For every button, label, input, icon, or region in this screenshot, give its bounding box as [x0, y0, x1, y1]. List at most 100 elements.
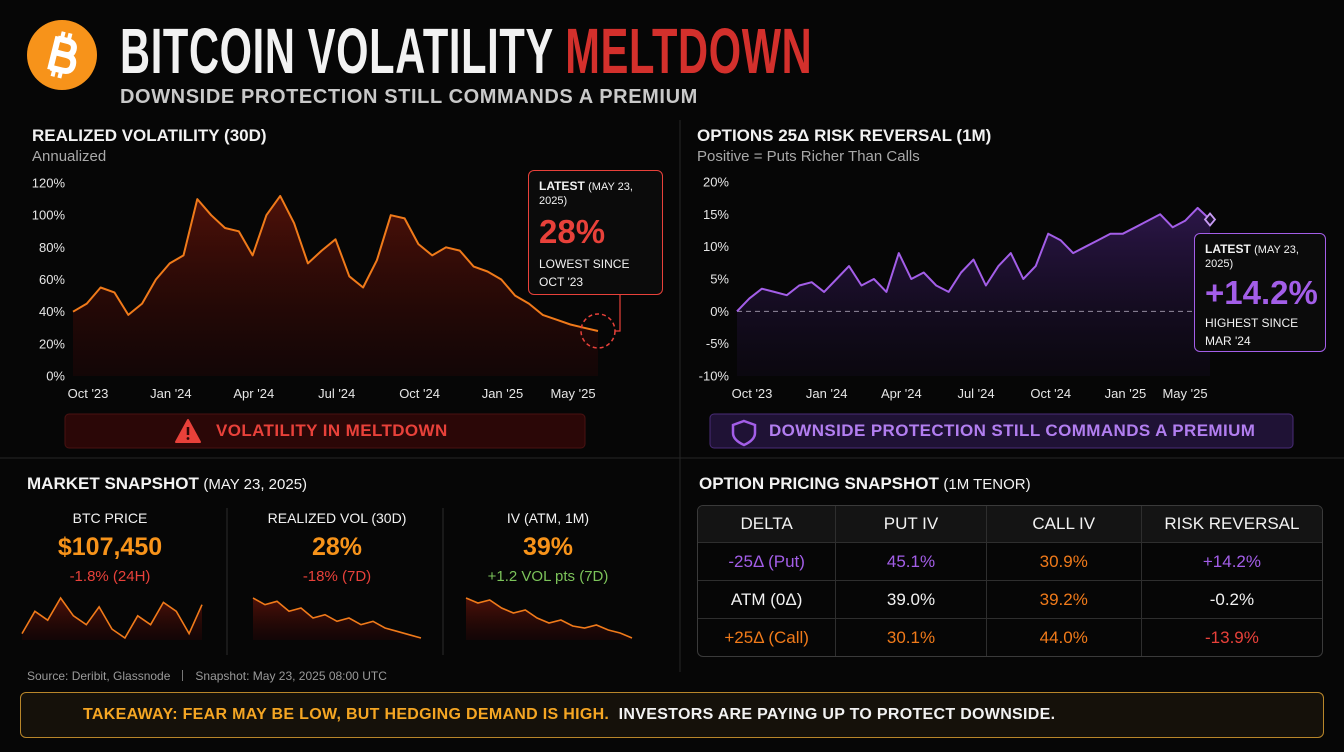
line: [736, 206, 1211, 312]
callout-date: (MAY 23, 2025): [539, 181, 633, 207]
table-cell: 39.2%: [985, 581, 1141, 618]
table-cell: -0.2%: [1140, 581, 1322, 618]
table-cell: -25Δ (Put): [728, 551, 805, 571]
callout-date: (MAY 23, 2025): [1205, 244, 1299, 270]
sparkline-area: [466, 598, 632, 640]
table-cell: ATM (0Δ): [730, 589, 803, 609]
x-tick-label: Jan '24: [806, 386, 848, 401]
card-label: IV (ATM, 1M): [506, 510, 590, 526]
takeaway-text: INVESTORS ARE PAYING UP TO PROTECT DOWNS…: [618, 706, 1056, 723]
subtitle: DOWNSIDE PROTECTION STILL COMMANDS A PRE…: [120, 86, 698, 108]
card: IV (ATM, 1M) 39% +1.2 VOL pts (7D): [448, 510, 648, 585]
area: [73, 195, 598, 376]
header-cell: DELTA: [740, 514, 793, 533]
connector: [615, 295, 621, 332]
card-value: 39%: [522, 533, 574, 561]
snapshot-time: Snapshot: May 23, 2025 08:00 UTC: [195, 669, 387, 683]
table-heading: OPTION PRICING SNAPSHOT (1M TENOR): [699, 474, 1031, 494]
x-tick-label: May '25: [550, 386, 595, 401]
table-cell: +14.2%: [1140, 543, 1322, 580]
table-cell: 30.1%: [835, 619, 985, 656]
banner-text: VOLATILITY IN MELTDOWN: [216, 421, 448, 440]
snapshot-heading: MARKET SNAPSHOT (MAY 23, 2025): [27, 474, 307, 494]
sparkline-area: [22, 598, 202, 640]
snapshot-title: MARKET SNAPSHOT: [27, 474, 199, 493]
table-row: +25Δ (Call) 30.1% 44.0% -13.9%: [698, 618, 1322, 656]
x-tick-label: Apr '24: [881, 386, 922, 401]
x-tick-label: Jul '24: [318, 386, 355, 401]
chart-subtitle: Annualized: [32, 148, 107, 165]
card: BTC PRICE $107,450 -1.8% (24H): [10, 510, 210, 585]
table-row: ATM (0Δ) 39.0% 39.2% -0.2%: [698, 580, 1322, 618]
y-tick-label: 40%: [39, 304, 65, 319]
x-tick-label: Oct '24: [399, 386, 440, 401]
card-value: $107,450: [57, 533, 163, 561]
card-label: BTC PRICE: [72, 510, 148, 526]
y-tick-label: 15%: [703, 207, 729, 222]
header-cell: PUT IV: [835, 506, 985, 542]
card-value: 28%: [311, 533, 363, 561]
table: DELTA PUT IV CALL IV RISK REVERSAL -25Δ (Put…: [697, 505, 1323, 657]
card-change: -18% (7D): [302, 568, 372, 585]
banner-bg: [709, 413, 1294, 449]
callout-note: HIGHEST SINCE MAR '24: [1205, 316, 1299, 348]
y-tick-label: 0%: [46, 369, 65, 384]
y-tick-label: -10%: [699, 369, 730, 384]
x-tick-label: Jan '25: [482, 386, 524, 401]
table-cell: -13.9%: [1140, 619, 1322, 656]
bitcoin-logo: [27, 20, 97, 90]
x-tick-label: Jan '25: [1105, 386, 1147, 401]
table-cell: +25Δ (Call): [724, 627, 809, 647]
callout-value: +14.2%: [1205, 274, 1318, 311]
y-tick-label: 5%: [710, 272, 729, 287]
source: Source: Deribit, Glassnode: [27, 669, 171, 683]
separator: [182, 670, 184, 681]
x-tick-label: Oct '24: [1030, 386, 1071, 401]
chart-title: OPTIONS 25Δ RISK REVERSAL (1M): [697, 126, 992, 145]
end-marker: [1203, 212, 1217, 227]
x-tick-label: May '25: [1162, 386, 1207, 401]
card-change: +1.2 VOL pts (7D): [487, 568, 609, 585]
callout-note: LOWEST SINCE OCT '23: [539, 257, 630, 289]
x-tick-label: Oct '23: [68, 386, 109, 401]
y-tick-label: 10%: [703, 239, 729, 254]
header-cell: CALL IV: [985, 506, 1141, 542]
y-tick-label: 0%: [710, 304, 729, 319]
y-tick-label: 60%: [39, 272, 65, 287]
title-highlight: MELTDOWN: [565, 15, 813, 87]
table-subtitle: (1M TENOR): [943, 476, 1031, 493]
source-line: Source: Deribit, Glassnode Snapshot: May …: [27, 669, 387, 683]
sparkline: [21, 596, 203, 640]
x-tick-label: Jul '24: [957, 386, 994, 401]
y-tick-label: 80%: [39, 240, 65, 255]
banner-text: DOWNSIDE PROTECTION STILL COMMANDS A PRE…: [769, 421, 1256, 440]
y-tick-label: 100%: [32, 208, 66, 223]
header-cell: RISK REVERSAL: [1140, 506, 1322, 542]
table-title: OPTION PRICING SNAPSHOT: [699, 474, 939, 493]
sparkline: [465, 597, 633, 639]
card-label: REALIZED VOL (30D): [267, 510, 407, 526]
title: BITCOIN VOLATILITY MELTDOWN: [120, 14, 812, 88]
x-tick-label: Apr '24: [233, 386, 274, 401]
y-tick-label: 20%: [39, 336, 65, 351]
takeaway: TAKEAWAY: FEAR MAY BE LOW, BUT HEDGING D…: [20, 692, 1324, 738]
takeaway-label: TAKEAWAY:: [83, 706, 178, 723]
table-cell: 39.0%: [835, 581, 985, 618]
sparkline-area: [253, 598, 421, 640]
callout: LATEST (MAY 23, 2025) 28% LOWEST SINCE O…: [528, 170, 663, 295]
shield-icon: [731, 419, 757, 447]
sparkline: [252, 597, 422, 639]
card: REALIZED VOL (30D) 28% -18% (7D): [237, 510, 437, 585]
table-cell: 44.0%: [985, 619, 1141, 656]
table-row: -25Δ (Put) 45.1% 30.9% +14.2%: [698, 542, 1322, 580]
callout-title: LATEST: [1205, 242, 1251, 256]
y-tick-label: 20%: [703, 175, 729, 190]
x-tick-label: Oct '23: [732, 386, 773, 401]
y-tick-label: -5%: [706, 336, 730, 351]
callout-title: LATEST: [539, 179, 585, 193]
card-change: -1.8% (24H): [69, 568, 151, 585]
snapshot-date: (MAY 23, 2025): [203, 476, 308, 493]
chart-subtitle: Positive = Puts Richer Than Calls: [697, 148, 920, 165]
